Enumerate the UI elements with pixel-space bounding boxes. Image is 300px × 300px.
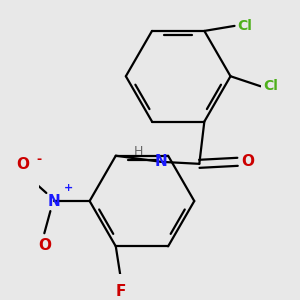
Text: H: H bbox=[134, 145, 144, 158]
Text: Cl: Cl bbox=[238, 19, 252, 33]
Text: O: O bbox=[242, 154, 255, 169]
Text: N: N bbox=[155, 154, 167, 169]
Text: +: + bbox=[64, 183, 73, 193]
Text: -: - bbox=[37, 153, 42, 166]
Text: O: O bbox=[38, 238, 51, 253]
Text: O: O bbox=[17, 157, 30, 172]
Text: N: N bbox=[48, 194, 61, 208]
Text: F: F bbox=[116, 284, 126, 298]
Text: Cl: Cl bbox=[264, 79, 279, 93]
